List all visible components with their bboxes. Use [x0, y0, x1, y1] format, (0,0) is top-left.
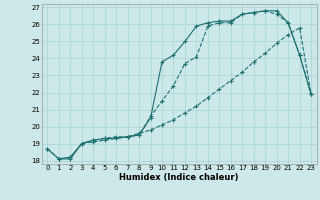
X-axis label: Humidex (Indice chaleur): Humidex (Indice chaleur) — [119, 173, 239, 182]
